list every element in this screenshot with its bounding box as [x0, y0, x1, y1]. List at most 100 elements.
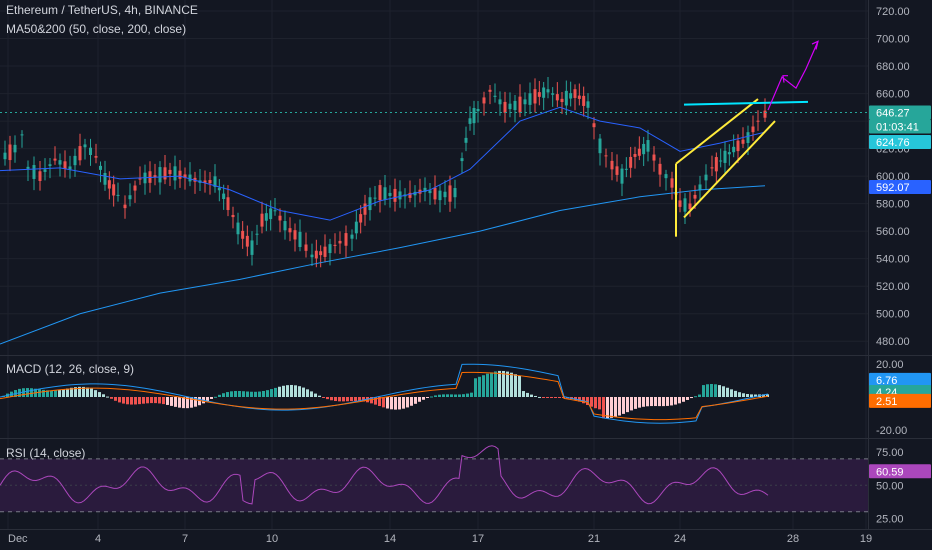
wedge-lower-line	[683, 120, 776, 219]
ma200-line	[0, 185, 766, 345]
candle-body	[319, 251, 323, 256]
candle-body	[73, 155, 77, 166]
macd-histogram-bar	[526, 392, 529, 397]
price-tick-label: 480.00	[876, 336, 910, 348]
candle-body	[652, 154, 656, 161]
candle-body	[304, 244, 308, 251]
candle-body	[443, 191, 447, 198]
macd-legend[interactable]: MACD (12, 26, close, 9)	[6, 362, 135, 376]
candle-body	[620, 168, 624, 184]
macd-histogram-bar	[62, 389, 65, 397]
candle-body	[373, 197, 377, 199]
candle-body	[476, 108, 480, 112]
candle-body	[518, 96, 522, 113]
macd-histogram-bar	[742, 393, 745, 397]
macd-histogram-bar	[342, 397, 345, 402]
macd-histogram-bar	[146, 397, 149, 404]
macd-histogram-bar	[702, 385, 705, 397]
candle-body	[83, 144, 87, 148]
rsi-legend[interactable]: RSI (14, close)	[6, 446, 86, 460]
macd-histogram-bar	[402, 397, 405, 409]
macd-histogram-bar	[662, 397, 665, 407]
macd-histogram-bar	[434, 395, 437, 397]
macd-histogram-bar	[498, 370, 501, 397]
macd-histogram-bar	[550, 397, 553, 398]
rsi-tick-label: 50.00	[876, 480, 904, 492]
candle-body	[704, 174, 708, 181]
macd-histogram-bar	[250, 391, 253, 397]
candle-body	[20, 134, 24, 136]
candle-body	[26, 166, 30, 169]
macd-tag: 2.51	[876, 396, 897, 408]
macd-histogram-bar	[698, 394, 701, 397]
macd-histogram-bar	[66, 388, 69, 397]
price-tick-label: 540.00	[876, 254, 910, 266]
macd-histogram-bar	[310, 391, 313, 397]
macd-histogram-bar	[618, 397, 621, 416]
macd-tag-bg	[869, 393, 931, 408]
candle-body	[693, 194, 697, 199]
candle-body	[528, 93, 532, 105]
candle-body	[278, 215, 282, 221]
y-axis[interactable]: 480.00500.00520.00540.00560.00580.00600.…	[876, 6, 910, 525]
candle-body	[719, 160, 723, 162]
macd-histogram-bar	[486, 373, 489, 397]
macd-histogram-bar	[350, 397, 353, 402]
macd-histogram-bar	[98, 392, 101, 397]
candle-body	[128, 195, 132, 200]
candle-body	[448, 185, 452, 202]
macd-histogram-bar	[170, 397, 173, 406]
pane-dividers[interactable]	[0, 0, 932, 530]
candle-body	[736, 140, 740, 152]
macd-histogram-bar	[666, 397, 669, 406]
x-tick-label: 14	[384, 533, 396, 545]
ma-legend[interactable]: MA50&200 (50, close, 200, close)	[6, 22, 187, 36]
macd-histogram-bar	[682, 397, 685, 402]
macd-histogram-bar	[158, 397, 161, 404]
x-tick-label: 28	[787, 533, 799, 545]
x-tick-label: Dec	[8, 533, 28, 545]
candle-body	[637, 148, 641, 156]
price-pane[interactable]	[0, 40, 868, 345]
candle-body	[241, 230, 245, 239]
candle-body	[288, 228, 292, 233]
macd-histogram-bar	[590, 397, 593, 407]
candle-body	[269, 208, 273, 220]
x-tick-label: 4	[95, 533, 101, 545]
price-tag-bg	[869, 119, 931, 134]
candle-body	[158, 167, 162, 183]
macd-histogram-bar	[418, 397, 421, 402]
candle-body	[310, 254, 314, 258]
x-axis[interactable]: Dec 4 7 10 14 17 21 24 28 19	[8, 533, 872, 545]
macd-histogram-bar	[166, 397, 169, 405]
rsi-pane[interactable]	[0, 445, 868, 513]
macd-histogram-bar	[38, 389, 41, 397]
macd-histogram-bar	[334, 397, 337, 402]
price-tag: 01:03:41	[876, 121, 919, 133]
candle-body	[468, 118, 472, 124]
macd-histogram-bar	[602, 397, 605, 419]
candle-body	[354, 221, 358, 234]
candle-body	[63, 161, 67, 169]
macd-histogram-bar	[138, 397, 141, 405]
candle-body	[245, 235, 249, 247]
macd-pane[interactable]	[0, 363, 769, 424]
macd-histogram-bar	[558, 397, 561, 398]
macd-histogram-bar	[102, 394, 105, 397]
macd-histogram-bar	[386, 397, 389, 409]
candle-body	[763, 110, 767, 118]
candle-body	[582, 95, 586, 106]
macd-histogram-bar	[94, 390, 97, 397]
symbol-legend[interactable]: Ethereum / TetherUS, 4h, BINANCE	[6, 3, 198, 17]
macd-histogram-bar	[502, 370, 505, 397]
candle-body	[586, 101, 590, 108]
macd-histogram-bar	[750, 394, 753, 397]
price-tick-label: 520.00	[876, 281, 910, 293]
macd-histogram-bar	[106, 396, 109, 398]
candle-body	[222, 193, 226, 200]
macd-histogram-bar	[586, 397, 589, 406]
candle-body	[683, 198, 687, 212]
macd-histogram-bar	[318, 395, 321, 397]
macd-histogram-bar	[254, 391, 257, 397]
